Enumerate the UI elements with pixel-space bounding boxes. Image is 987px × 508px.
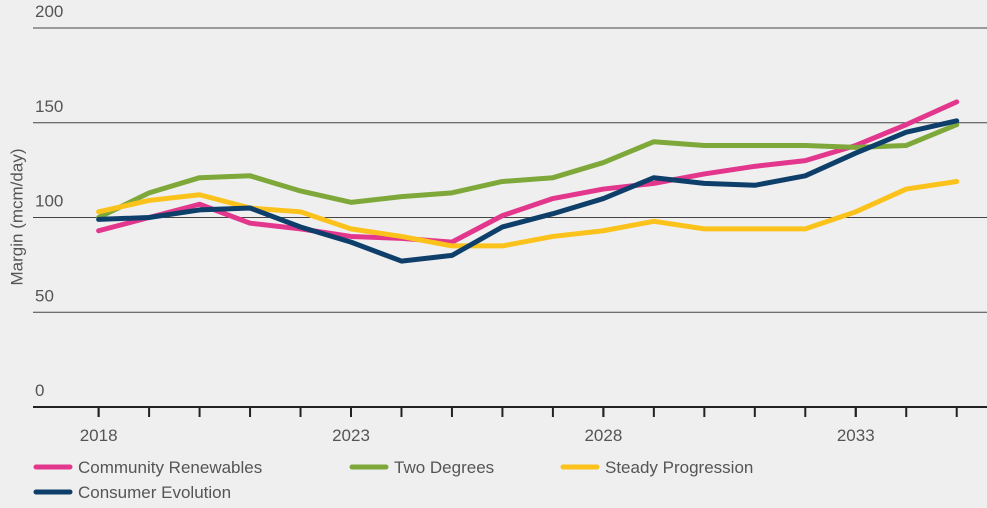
x-tick-label: 2033 [837, 426, 875, 445]
x-tick-label: 2023 [332, 426, 370, 445]
y-tick-label: 100 [35, 192, 63, 211]
legend-label: Two Degrees [394, 458, 494, 477]
y-tick-label: 200 [35, 2, 63, 21]
legend-label: Community Renewables [78, 458, 262, 477]
x-tick-label: 2018 [80, 426, 118, 445]
legend-label: Steady Progression [605, 458, 753, 477]
y-tick-label: 0 [35, 381, 44, 400]
series-line [96, 122, 960, 220]
series-line [96, 118, 960, 264]
series-line [96, 178, 960, 249]
y-tick-label: 50 [35, 286, 54, 305]
series-line [96, 99, 960, 245]
y-tick-label: 150 [35, 97, 63, 116]
legend-label: Consumer Evolution [78, 483, 231, 502]
x-tick-label: 2028 [584, 426, 622, 445]
y-axis-label: Margin (mcm/day) [7, 149, 26, 286]
